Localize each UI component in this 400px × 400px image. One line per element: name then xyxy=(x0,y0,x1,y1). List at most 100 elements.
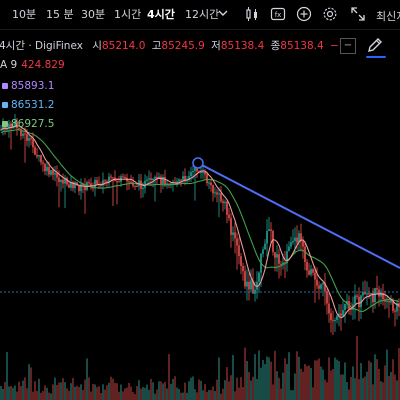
timeframe-1h[interactable]: 1시간 xyxy=(114,8,142,21)
volume-bar xyxy=(236,377,238,400)
symbol-title[interactable]: 4시간 · DigiFinex xyxy=(0,40,83,52)
candle-body xyxy=(366,293,368,295)
fullscreen-icon[interactable] xyxy=(350,6,366,22)
pencil-icon[interactable] xyxy=(366,36,384,54)
active-tool-indicator xyxy=(366,56,386,58)
candle-body xyxy=(176,181,178,184)
open-label: 시 xyxy=(92,40,102,52)
candle-body xyxy=(350,308,352,310)
volume-bar xyxy=(70,383,72,400)
candle-body xyxy=(38,155,40,157)
volume-bar xyxy=(290,390,292,400)
candle-body xyxy=(196,166,198,172)
indicator-row-ma1[interactable]: 85893.1 xyxy=(2,79,54,93)
candle-body xyxy=(186,180,188,182)
high-label: 고 xyxy=(151,40,162,52)
volume-bar xyxy=(2,388,4,400)
candle-body xyxy=(354,295,356,305)
candle-body xyxy=(224,201,226,204)
candle-body xyxy=(108,176,110,182)
volume-bar xyxy=(158,381,160,400)
volume-bar xyxy=(352,366,354,400)
volume-bar xyxy=(372,384,374,400)
candle-body xyxy=(302,241,304,247)
volume-bar xyxy=(164,381,166,400)
timeframe-12h[interactable]: 12시간 xyxy=(185,8,220,21)
settings-gear-icon[interactable] xyxy=(322,6,338,22)
candle-body xyxy=(48,166,50,175)
indicator-value: 86531.2 xyxy=(11,99,55,111)
latest-label[interactable]: 최신지 xyxy=(376,10,400,23)
svg-text:fx: fx xyxy=(275,11,282,19)
candle-body xyxy=(386,300,388,302)
candle-body xyxy=(320,284,322,289)
candle-body xyxy=(252,280,254,294)
candle-body xyxy=(192,171,194,173)
volume-bar xyxy=(146,384,148,400)
candle-body xyxy=(254,289,256,294)
volume-bar xyxy=(124,388,126,400)
open-value: 85214.0 xyxy=(101,40,146,52)
volume-bar xyxy=(128,382,130,400)
trend-line-handle[interactable] xyxy=(192,157,204,169)
volume-bar xyxy=(316,360,318,400)
volume-bar xyxy=(96,387,98,400)
candle-body xyxy=(256,281,258,290)
candle-body xyxy=(212,185,214,194)
candle-body xyxy=(214,192,216,194)
volume-bar xyxy=(42,391,44,400)
volume-bar xyxy=(126,387,128,400)
candle-body xyxy=(248,281,250,290)
price-chart[interactable] xyxy=(0,30,400,400)
volume-bar xyxy=(156,389,158,400)
volume-bar xyxy=(176,387,178,400)
indicators-icon[interactable]: fx xyxy=(270,6,286,22)
volume-bar xyxy=(26,388,28,400)
volume-bar xyxy=(92,384,94,400)
chevron-down-icon[interactable] xyxy=(218,8,228,18)
candle-body xyxy=(304,246,306,262)
candle-body xyxy=(356,295,358,297)
volume-bar xyxy=(392,359,394,400)
candle-body xyxy=(362,292,364,296)
timeframe-15m[interactable]: 15 분 xyxy=(46,8,74,21)
volume-bar xyxy=(98,386,100,400)
volume-bar xyxy=(162,383,164,400)
candlesticks xyxy=(0,113,400,335)
volume-bar xyxy=(76,385,78,400)
volume-bar xyxy=(52,384,54,400)
candle-body xyxy=(0,129,2,131)
candle-body xyxy=(394,310,396,312)
candle-body xyxy=(110,176,112,178)
timeframe-4h[interactable]: 4시간 xyxy=(147,8,175,21)
candles-icon[interactable] xyxy=(244,6,260,22)
volume-bar xyxy=(300,368,302,400)
timeframe-10m[interactable]: 10분 xyxy=(12,8,37,21)
indicator-row-volume[interactable]: A 9 424.829 xyxy=(0,58,65,72)
candle-body xyxy=(150,178,152,180)
volume-bar xyxy=(374,354,376,400)
symbol-ohlc-line: 4시간 · DigiFinex 시85214.0 고85245.9 저85138… xyxy=(0,38,381,53)
candle-body xyxy=(26,134,28,141)
candle-body xyxy=(200,172,202,173)
volume-bar xyxy=(278,377,280,400)
indicator-row-ma3[interactable]: 86927.5 xyxy=(2,117,54,131)
compare-add-icon[interactable] xyxy=(296,6,312,22)
volume-bar xyxy=(298,356,300,400)
volume-bar xyxy=(50,393,52,400)
indicator-swatch xyxy=(2,83,8,89)
timeframe-30m[interactable]: 30분 xyxy=(81,8,106,21)
volume-bar xyxy=(350,377,352,400)
collapse-legend-button[interactable]: − xyxy=(340,38,356,54)
volume-bar xyxy=(268,357,270,400)
candle-body xyxy=(380,292,382,297)
indicator-row-ma2[interactable]: 86531.2 xyxy=(2,98,54,112)
candle-body xyxy=(358,296,360,308)
volume-bar xyxy=(328,357,330,400)
candle-body xyxy=(374,288,376,303)
volume-bar xyxy=(284,358,286,400)
chart-canvas[interactable] xyxy=(0,30,400,400)
candle-body xyxy=(262,249,264,254)
volume-bar xyxy=(398,348,400,400)
trend-line[interactable] xyxy=(197,162,400,269)
